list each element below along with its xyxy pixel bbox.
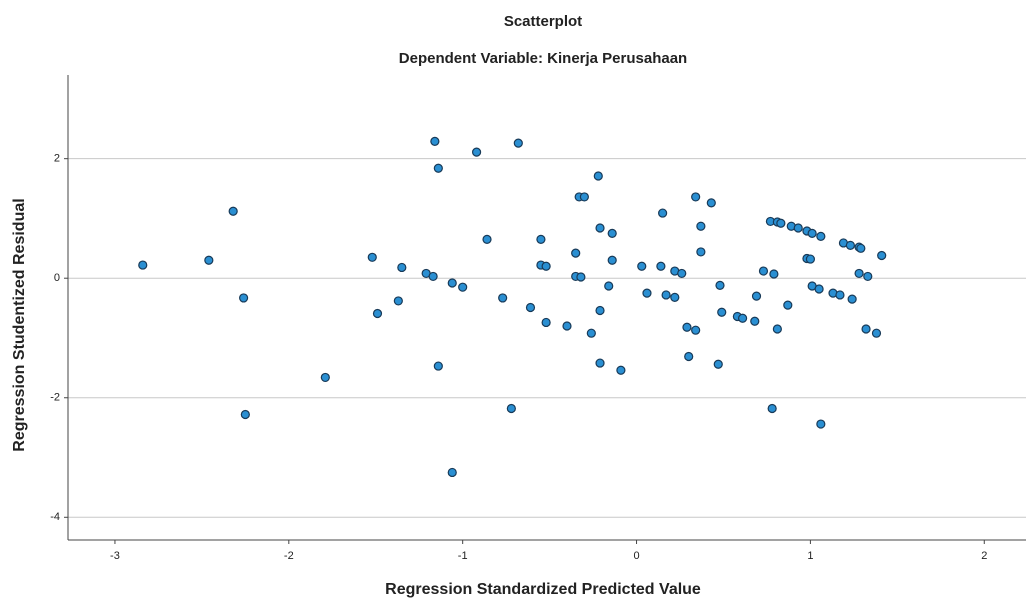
point	[714, 360, 722, 368]
x-tick-label: 1	[807, 550, 813, 562]
point	[678, 269, 686, 277]
point	[836, 291, 844, 299]
y-tick-label: -4	[50, 511, 60, 523]
point	[659, 209, 667, 217]
point	[507, 405, 515, 413]
point	[806, 255, 814, 263]
x-tick-label: 0	[633, 550, 639, 562]
point	[594, 172, 602, 180]
point	[483, 235, 491, 243]
point	[321, 373, 329, 381]
point	[514, 139, 522, 147]
point	[768, 405, 776, 413]
x-tick-label: -2	[284, 550, 294, 562]
point	[817, 232, 825, 240]
point	[542, 318, 550, 326]
point	[241, 410, 249, 418]
chart: Scatterplot Dependent Variable: Kinerja …	[0, 0, 1026, 608]
point	[572, 249, 580, 257]
point	[794, 224, 802, 232]
x-tick-label: -3	[110, 550, 120, 562]
point	[777, 219, 785, 227]
point	[692, 326, 700, 334]
point	[753, 292, 761, 300]
point	[716, 281, 724, 289]
point	[577, 273, 585, 281]
point	[770, 270, 778, 278]
point	[596, 306, 604, 314]
point	[139, 261, 147, 269]
point	[685, 353, 693, 361]
point	[459, 283, 467, 291]
point	[862, 325, 870, 333]
point	[434, 362, 442, 370]
point	[499, 294, 507, 302]
point	[526, 304, 534, 312]
x-tick-label: -1	[458, 550, 468, 562]
point	[846, 241, 854, 249]
point	[848, 295, 856, 303]
point	[434, 164, 442, 172]
point	[229, 207, 237, 215]
chart-title: Scatterplot	[504, 13, 582, 30]
point	[671, 293, 679, 301]
point	[808, 229, 816, 237]
point	[784, 301, 792, 309]
point	[638, 262, 646, 270]
point	[697, 248, 705, 256]
point	[718, 308, 726, 316]
point	[707, 199, 715, 207]
point	[759, 267, 767, 275]
y-tick-label: 2	[54, 153, 60, 165]
x-tick-label: 2	[981, 550, 987, 562]
y-tick-label: 0	[54, 272, 60, 284]
point	[563, 322, 571, 330]
point	[739, 314, 747, 322]
point	[537, 235, 545, 243]
point	[473, 148, 481, 156]
point	[605, 282, 613, 290]
point	[815, 285, 823, 293]
y-tick-label: -2	[50, 392, 60, 404]
point	[857, 244, 865, 252]
point	[373, 309, 381, 317]
point	[751, 317, 759, 325]
point	[542, 262, 550, 270]
point	[431, 137, 439, 145]
point	[398, 263, 406, 271]
point	[617, 366, 625, 374]
point	[429, 272, 437, 280]
point	[448, 468, 456, 476]
point	[773, 325, 781, 333]
point	[878, 252, 886, 260]
point	[608, 256, 616, 264]
point	[817, 420, 825, 428]
point	[240, 294, 248, 302]
point	[872, 329, 880, 337]
point	[205, 256, 213, 264]
point	[643, 289, 651, 297]
point	[662, 291, 670, 299]
point	[692, 193, 700, 201]
point	[394, 297, 402, 305]
point	[864, 272, 872, 280]
point	[608, 229, 616, 237]
y-axis-label: Regression Studentized Residual	[11, 198, 28, 451]
point	[596, 359, 604, 367]
point	[697, 222, 705, 230]
point	[657, 262, 665, 270]
point	[580, 193, 588, 201]
chart-subtitle: Dependent Variable: Kinerja Perusahaan	[399, 50, 687, 67]
point	[855, 269, 863, 277]
point	[596, 224, 604, 232]
point	[368, 253, 376, 261]
x-axis-label: Regression Standardized Predicted Value	[385, 581, 701, 598]
point	[587, 329, 595, 337]
point	[683, 323, 691, 331]
point	[448, 279, 456, 287]
